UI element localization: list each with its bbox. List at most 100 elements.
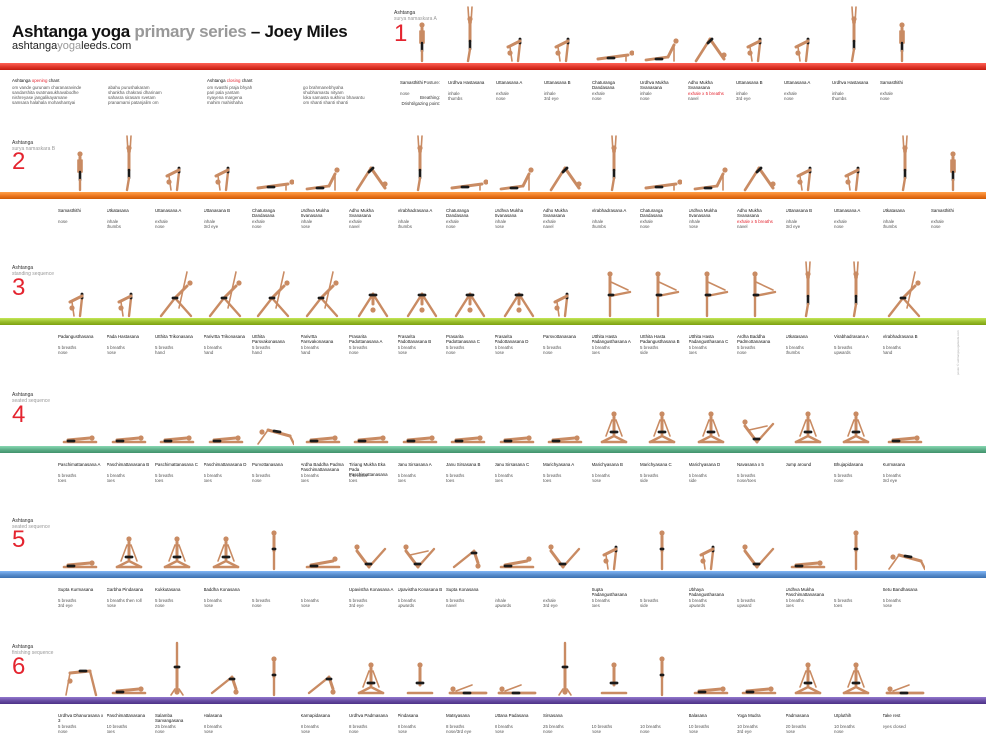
pose-name: Ubhaya Padangusthasana — [688, 587, 724, 597]
chant-line: om svasthi praja bhyah — [207, 85, 253, 90]
pose-name: Upavistha Konasana B — [397, 587, 443, 592]
pose-drishti: nose — [397, 350, 408, 355]
section-label-sequence: seated sequence — [12, 398, 51, 404]
pose-breathing: 5 breaths — [591, 598, 610, 603]
pose-drishti: nose — [106, 603, 117, 608]
pose-drishti: thumbs — [832, 96, 847, 101]
pose-label: Utkatasana 5 breaths thumbs — [786, 334, 832, 355]
pose-drishti: nose — [397, 729, 408, 734]
pose-drishti: nose — [494, 729, 505, 734]
pose-label: Navasana x 5 5 breaths nose/toes — [737, 462, 783, 483]
pose-breathing: 5 breaths — [834, 473, 853, 478]
poster-url[interactable]: ashtangayogaleeds.com — [12, 40, 131, 52]
pose-label: Take rest eyes closed — [883, 713, 929, 729]
section-label: Ashtanga surya namaskara A — [394, 10, 437, 22]
pose-drishti: nose — [106, 350, 117, 355]
section-label-title: Ashtanga — [12, 518, 34, 524]
pose-drishti: 3rd eye — [544, 96, 559, 101]
pose-name: Uttanasana B — [203, 208, 231, 213]
pose-drishti: nose — [640, 224, 650, 229]
pose-name — [640, 587, 686, 597]
pose-breathing: 5 breaths — [106, 473, 125, 478]
pose-label: 5 breaths upward — [737, 587, 783, 608]
pose-label: Uttanasana A exhale nose — [496, 80, 542, 101]
pose-name: Prasarita Padottanasana A — [349, 334, 383, 344]
pose-label: Supta Konasana 5 breaths navel — [446, 587, 492, 608]
pose-breathing: 8 breaths — [397, 724, 416, 729]
pose-label: Uttanasana B inhale 3rd eye — [736, 80, 782, 101]
pose-breathing: exhale — [592, 91, 605, 96]
pose-breathing: 5 breaths — [58, 473, 77, 478]
pose-drishti: upwards — [397, 603, 415, 608]
pose-label: Sirsasana 25 breaths nose — [543, 713, 589, 734]
pose-name: Uttana Padasana — [494, 713, 529, 718]
pose-drishti: toes — [203, 478, 212, 483]
pose-drishti: toes — [834, 603, 843, 608]
pose-breathing: 5 breaths — [397, 473, 416, 478]
pose-breathing: exhale — [496, 91, 509, 96]
pose-breathing: 10 breaths — [106, 724, 128, 729]
section-color-band — [0, 697, 986, 704]
section-label: Ashtanga seated sequence — [12, 518, 50, 530]
pose-name: Virabhadrasana A — [591, 208, 627, 213]
pose-name: Karnapidasana — [300, 713, 331, 718]
section-label: Ashtanga surya namaskara B — [12, 140, 55, 152]
pose-drishti: nose — [400, 91, 410, 96]
pose-breathing: 5 breaths — [300, 598, 319, 603]
pose-breathing: 5 breaths — [688, 473, 707, 478]
pose-name: Padangusthasana — [58, 334, 94, 339]
pose-breathing: 8 breaths — [446, 724, 465, 729]
pose-name: Bhujapidasana — [834, 462, 864, 467]
pose-label: Adho Mukha Svanasana exhale x 5 breaths na… — [688, 80, 734, 101]
pose-name: Virabhadrasana B — [882, 334, 918, 339]
pose-breathing: 5 breaths — [58, 598, 77, 603]
chant-line: pari pala yantam — [207, 90, 240, 95]
pose-label: Salamba Sarvangasana 25 breaths nose — [155, 713, 201, 734]
pose-label: Virabhadrasana B 5 breaths hand — [883, 334, 929, 355]
pose-name: Take rest — [882, 713, 901, 718]
pose-name: Utkatasana — [785, 334, 808, 339]
pose-breathing: exhale x 5 breaths — [737, 219, 773, 224]
section-label-title: Ashtanga — [12, 644, 34, 650]
pose-drishti: nose — [834, 224, 844, 229]
pose-label: Utkatasana inhale thumbs — [107, 208, 153, 229]
title-author: Joey Miles — [264, 22, 348, 41]
pose-drishti: nose — [496, 96, 506, 101]
pose-label: Uttanasana A exhale nose — [834, 208, 880, 229]
section-label-title: Ashtanga — [12, 140, 34, 146]
pose-drishti: nose — [688, 729, 699, 734]
pose-label: inhale upwards — [495, 587, 541, 608]
section-number: 4 — [12, 401, 26, 428]
pose-breathing: 5 breaths — [494, 473, 513, 478]
pose-breathing: 5 breaths — [300, 473, 319, 478]
pose-name: Chaturanga Dandasana — [252, 208, 275, 218]
pose-drishti: toes — [106, 478, 115, 483]
pose-label: Paschimattanasana B 5 breaths toes — [107, 462, 153, 483]
pose-name — [640, 713, 686, 723]
section-label-sequence: finishing sequence — [12, 650, 54, 656]
pose-name: Uttanasana A — [496, 80, 523, 85]
pose-name: Marichyasana C — [640, 462, 672, 467]
pose-name: Urdhva Mukha Paschimattanasana — [785, 587, 825, 597]
pose-drishti: toes — [155, 478, 164, 483]
pose-label — [252, 713, 298, 724]
pose-label: Adho Mukha Svanasana exhale navel — [349, 208, 395, 229]
pose-name: Adho Mukha Svanasana — [543, 208, 568, 218]
pose-name: Adho Mukha Svanasana — [349, 208, 374, 218]
pose-name: Samasthithi — [880, 80, 903, 85]
pose-breathing: 5 breaths — [203, 473, 222, 478]
pose-label: Urdhva Hastasana inhale thumbs — [448, 80, 494, 101]
pose-name: Urdhva Mukha Svanasana — [688, 208, 718, 218]
pose-label: Kukkutasana 5 breaths nose — [155, 587, 201, 608]
pose-breathing: 5 breaths — [252, 473, 271, 478]
pose-drishti: side — [688, 478, 697, 483]
pose-drishti: navel — [349, 224, 360, 229]
pose-label: Virabhadrasana A 5 breaths upwards — [834, 334, 880, 355]
pose-name: Utthita Parsvakonasana — [252, 334, 285, 344]
pose-breathing: exhale — [931, 219, 944, 224]
chant-line: sahasra sirasam svetam — [108, 95, 156, 100]
pose-label: Chaturanga Dandasana exhale nose — [640, 208, 686, 229]
